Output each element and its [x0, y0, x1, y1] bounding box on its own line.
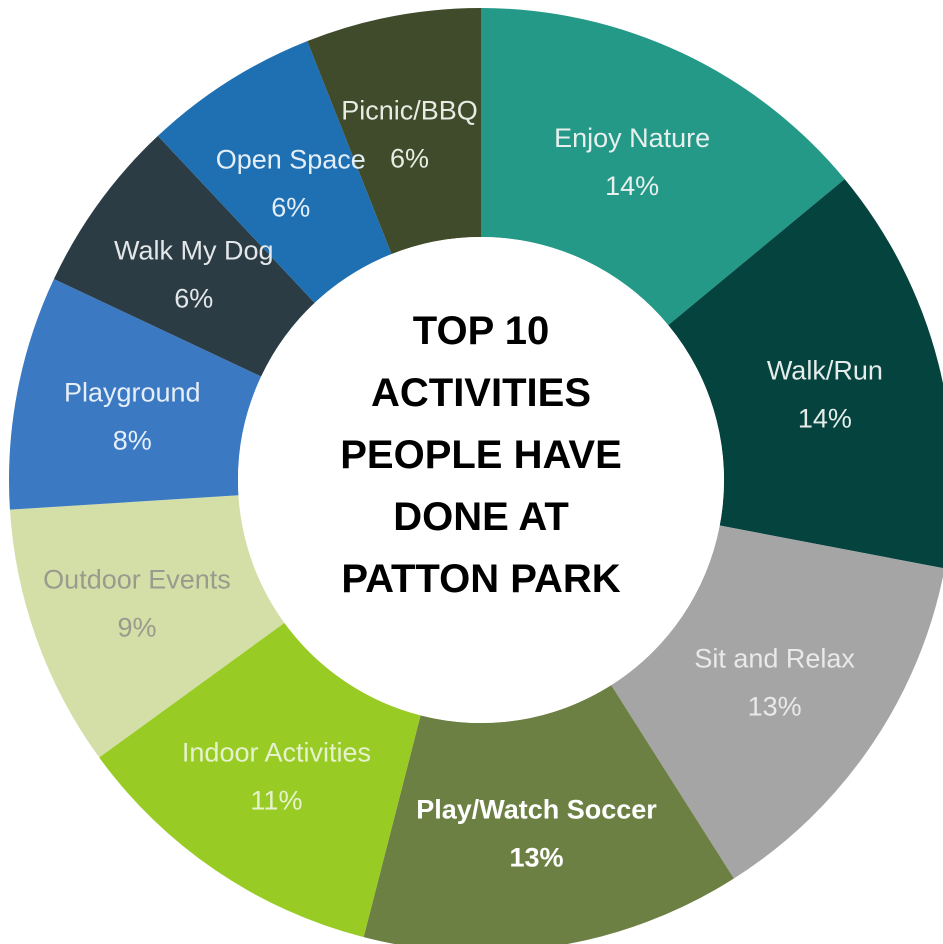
- slice-value-enjoy-nature: 14%: [605, 171, 659, 201]
- slice-value-walk-run: 14%: [798, 404, 852, 434]
- slice-enjoy-nature: [481, 8, 845, 326]
- slice-label-play-watch-soccer: Play/Watch Soccer: [416, 795, 657, 825]
- slice-label-indoor-activities: Indoor Activities: [182, 738, 371, 768]
- slice-label-playground: Playground: [64, 377, 201, 407]
- slice-playground: [8, 279, 262, 510]
- slice-walk-run: [668, 179, 943, 569]
- slice-value-sit-and-relax: 13%: [748, 692, 802, 722]
- chart-title-line: ACTIVITIES: [370, 371, 592, 415]
- slice-walk-my-dog: [53, 135, 315, 377]
- slice-label-walk-my-dog: Walk My Dog: [114, 235, 274, 265]
- slice-indoor-activities: [99, 622, 421, 938]
- slice-label-enjoy-nature: Enjoy Nature: [554, 123, 710, 153]
- slice-label-picnic-bbq: Picnic/BBQ: [341, 95, 478, 125]
- slice-value-indoor-activities: 11%: [250, 786, 302, 816]
- chart-title-line: TOP 10: [412, 309, 550, 353]
- slice-value-play-watch-soccer: 13%: [510, 843, 564, 873]
- slice-label-open-space: Open Space: [216, 144, 366, 174]
- chart-title-line: PEOPLE HAVE: [340, 433, 622, 477]
- slice-label-walk-run: Walk/Run: [767, 356, 883, 386]
- slice-open-space: [157, 41, 392, 303]
- slice-labels: Enjoy Nature 14% Walk/Run 14% Sit and Relax 1…: [43, 95, 883, 872]
- donut-slices: [8, 8, 943, 944]
- slice-play-watch-soccer: [363, 685, 734, 944]
- slice-label-outdoor-events: Outdoor Events: [43, 564, 231, 594]
- chart-title-line: PATTON PARK: [341, 557, 621, 601]
- slice-value-outdoor-events: 9%: [117, 612, 156, 642]
- chart-title-line: DONE AT: [393, 495, 569, 539]
- slice-value-playground: 8%: [113, 425, 152, 455]
- slice-outdoor-events: [9, 495, 285, 758]
- chart-title: TOP 10 ACTIVITIES PEOPLE HAVE DONE AT PA…: [311, 300, 651, 610]
- slice-value-open-space: 6%: [271, 192, 310, 222]
- slice-label-sit-and-relax: Sit and Relax: [694, 644, 855, 674]
- slice-picnic-bbq: [307, 8, 481, 255]
- slice-sit-and-relax: [611, 525, 943, 879]
- slice-value-picnic-bbq: 6%: [390, 143, 429, 173]
- donut-hole: [238, 237, 724, 723]
- slice-value-walk-my-dog: 6%: [174, 283, 213, 313]
